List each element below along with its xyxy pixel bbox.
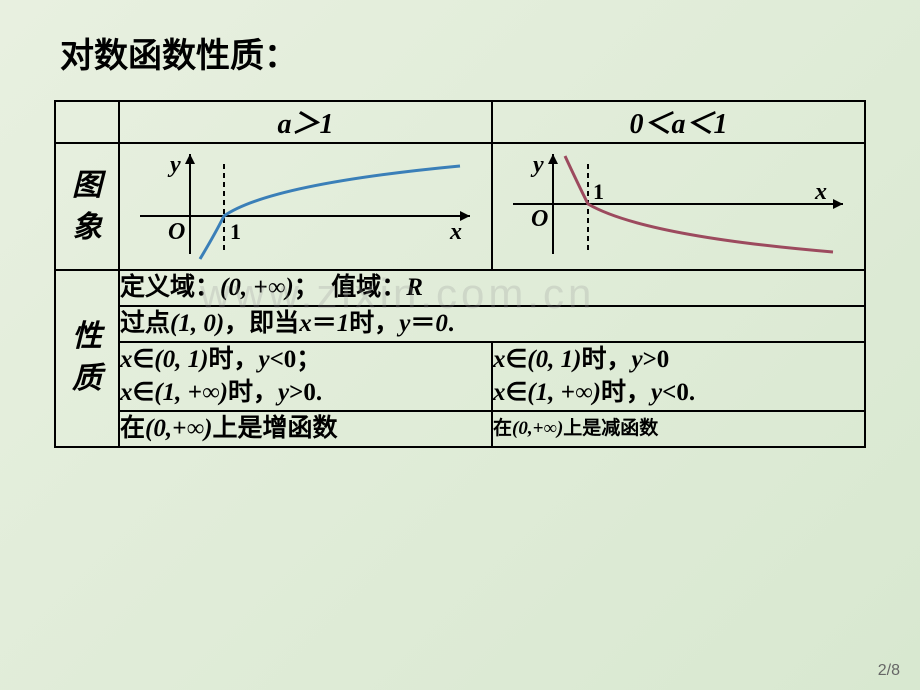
header-a-lt-1: 0＜a＜1 (492, 101, 865, 143)
page-number: 2/8 (878, 662, 900, 680)
prop-sign-right: x∈(0, 1)时，y>0 x∈(1, +∞)时，y<0. (492, 342, 865, 412)
prop-passes-point: 过点(1, 0)，即当x＝1时，y＝0. (119, 306, 865, 342)
prop-monotone-left: 在(0,+∞)上是增函数 (119, 411, 492, 447)
svg-text:x: x (814, 179, 827, 205)
svg-text:1: 1 (593, 179, 604, 204)
properties-table: a＞1 0＜a＜1 图 象 y x O 1 (54, 100, 866, 448)
row-label-props: 性 质 (55, 270, 119, 447)
header-a-gt-1: a＞1 (119, 101, 492, 143)
prop-domain-range: 定义域：(0, +∞)； 值域：R (119, 270, 865, 306)
row-label-graph: 图 象 (55, 143, 119, 270)
graph-right-cell: y x O 1 (492, 143, 865, 270)
svg-text:O: O (531, 206, 548, 232)
svg-text:y: y (167, 152, 181, 178)
svg-text:y: y (530, 152, 544, 178)
prop-sign-left: x∈(0, 1)时，y<0； x∈(1, +∞)时，y>0. (119, 342, 492, 412)
svg-text:1: 1 (230, 219, 241, 244)
log-graph-increasing: y x O 1 (120, 144, 490, 264)
page-title: 对数函数性质： (60, 28, 298, 77)
log-graph-decreasing: y x O 1 (493, 144, 863, 264)
svg-text:O: O (168, 219, 185, 245)
corner-cell (55, 101, 119, 143)
prop-monotone-right: 在(0,+∞)上是减函数 (492, 411, 865, 447)
graph-left-cell: y x O 1 (119, 143, 492, 270)
svg-text:x: x (449, 219, 462, 245)
